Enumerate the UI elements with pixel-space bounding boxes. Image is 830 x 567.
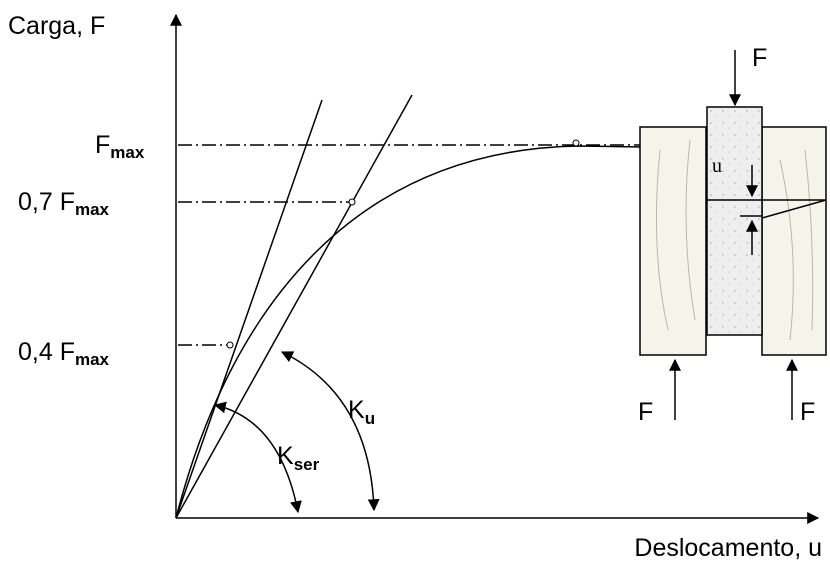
force-label: F bbox=[800, 398, 815, 426]
point bbox=[226, 341, 234, 349]
kser-line bbox=[175, 99, 323, 519]
level-label: 0,4 Fmax bbox=[18, 338, 110, 369]
center-member bbox=[706, 106, 763, 336]
y-axis-label: Carga, F bbox=[8, 12, 105, 40]
force-label: F bbox=[638, 398, 653, 426]
load-curve bbox=[175, 145, 641, 519]
force-label: F bbox=[752, 44, 767, 72]
wood-right bbox=[761, 126, 827, 356]
x-axis-label: Deslocamento, u bbox=[634, 534, 822, 562]
ref-line bbox=[761, 199, 827, 219]
point bbox=[572, 139, 580, 147]
grain bbox=[655, 139, 814, 341]
ku-arc bbox=[280, 351, 380, 512]
ku-label: Ku bbox=[348, 396, 375, 428]
u-label: u bbox=[712, 155, 722, 177]
kser-label: Kser bbox=[277, 442, 320, 474]
wood-left bbox=[639, 126, 707, 356]
level-label: 0,7 Fmax bbox=[18, 188, 110, 219]
level-label: Fmax bbox=[95, 131, 145, 162]
point bbox=[348, 198, 356, 206]
